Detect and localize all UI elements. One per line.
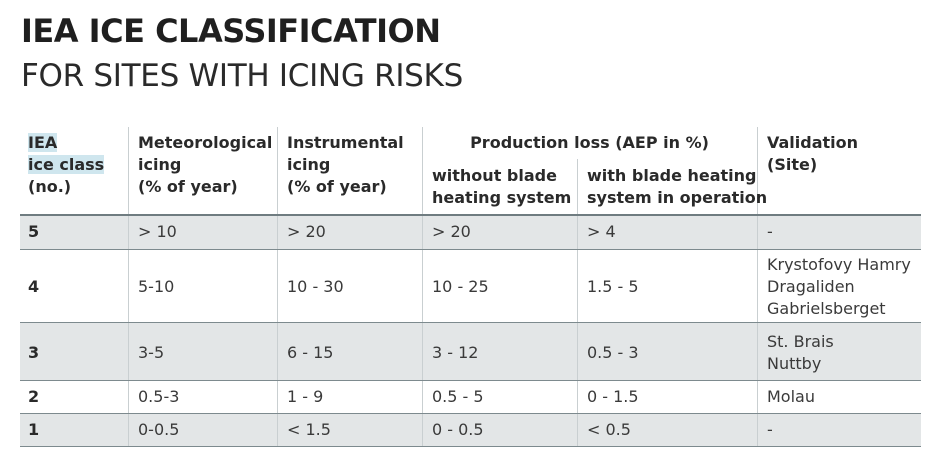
row-rule — [20, 413, 921, 414]
page-subtitle: FOR SITES WITH ICING RISKS — [21, 58, 463, 94]
with-heating-cell: 1.5 - 5 — [587, 277, 639, 296]
with-heating-cell: < 0.5 — [587, 420, 631, 439]
instrumental-cell: 10 - 30 — [287, 277, 344, 296]
header-instrumental-line: icing — [287, 155, 331, 174]
validation-site: St. Brais — [767, 332, 834, 351]
meteorological-cell: 0-0.5 — [138, 420, 180, 439]
ice-class-cell: 1 — [28, 420, 40, 439]
ice-class-cell: 2 — [28, 387, 40, 406]
header-validation-line: Validation — [767, 133, 859, 152]
header-instrumental-line: Instrumental — [287, 133, 404, 152]
header-with-heating-line: with blade heating — [587, 166, 757, 185]
instrumental-cell: > 20 — [287, 222, 326, 241]
row-rule — [20, 322, 921, 323]
header-without-heating-line: heating system — [432, 188, 572, 207]
row-rule — [20, 380, 921, 381]
header-without-heating-line: without blade — [432, 166, 557, 185]
instrumental-cell: 1 - 9 — [287, 387, 324, 406]
header-ice-class-line: (no.) — [28, 177, 72, 196]
without-heating-cell: 0 - 0.5 — [432, 420, 484, 439]
header-meteorological-line: (% of year) — [138, 177, 238, 196]
header-with-heating-line: system in operation — [587, 188, 768, 207]
header-validation-line: (Site) — [767, 155, 818, 174]
header-ice-class-line: ice class — [28, 155, 105, 174]
ice-class-cell: 5 — [28, 222, 40, 241]
row-shade-1 — [20, 413, 921, 447]
validation-cell: - — [767, 420, 773, 439]
validation-cell: - — [767, 222, 773, 241]
validation-cell: Molau — [767, 387, 815, 406]
column-divider — [128, 127, 129, 447]
column-divider — [422, 127, 423, 447]
instrumental-cell: 6 - 15 — [287, 343, 334, 362]
validation-site: Nuttby — [767, 354, 822, 373]
column-divider — [277, 127, 278, 447]
row-rule — [20, 249, 921, 250]
validation-cell: St. Brais Nuttby — [767, 331, 834, 375]
without-heating-cell: > 20 — [432, 222, 471, 241]
with-heating-cell: 0 - 1.5 — [587, 387, 639, 406]
with-heating-cell: > 4 — [587, 222, 616, 241]
header-instrumental-line: (% of year) — [287, 177, 387, 196]
ice-class-cell: 3 — [28, 343, 40, 362]
column-divider — [757, 127, 758, 447]
row-shade-5 — [20, 215, 921, 249]
row-shade-3 — [20, 322, 921, 380]
page-title: IEA ICE CLASSIFICATION — [21, 12, 441, 50]
without-heating-cell: 0.5 - 5 — [432, 387, 484, 406]
validation-site: Gabrielsberget — [767, 299, 886, 318]
header-with-heating: with blade heating system in operation — [587, 165, 767, 209]
ice-class-cell: 4 — [28, 277, 40, 296]
header-meteorological-line: icing — [138, 155, 182, 174]
validation-cell: Krystofovy Hamry Dragaliden Gabrielsberg… — [767, 254, 911, 320]
validation-site: Krystofovy Hamry — [767, 255, 911, 274]
header-ice-class: IEA ice class (no.) — [28, 132, 105, 198]
instrumental-cell: < 1.5 — [287, 420, 331, 439]
header-meteorological: Meteorological icing (% of year) — [138, 132, 272, 198]
without-heating-cell: 3 - 12 — [432, 343, 479, 362]
row-rule — [20, 446, 921, 447]
meteorological-cell: > 10 — [138, 222, 177, 241]
header-validation: Validation (Site) — [767, 132, 858, 176]
header-ice-class-line: IEA — [28, 133, 58, 152]
ice-classification-table: IEA ice class (no.) Meteorological icing… — [20, 127, 921, 447]
header-instrumental: Instrumental icing (% of year) — [287, 132, 404, 198]
header-rule — [20, 214, 921, 216]
header-without-heating: without blade heating system — [432, 165, 571, 209]
without-heating-cell: 10 - 25 — [432, 277, 489, 296]
column-divider — [577, 159, 578, 447]
meteorological-cell: 3-5 — [138, 343, 165, 362]
with-heating-cell: 0.5 - 3 — [587, 343, 639, 362]
header-production-loss: Production loss (AEP in %) — [470, 133, 709, 152]
meteorological-cell: 0.5-3 — [138, 387, 180, 406]
header-meteorological-line: Meteorological — [138, 133, 273, 152]
meteorological-cell: 5-10 — [138, 277, 175, 296]
validation-site: Dragaliden — [767, 277, 855, 296]
